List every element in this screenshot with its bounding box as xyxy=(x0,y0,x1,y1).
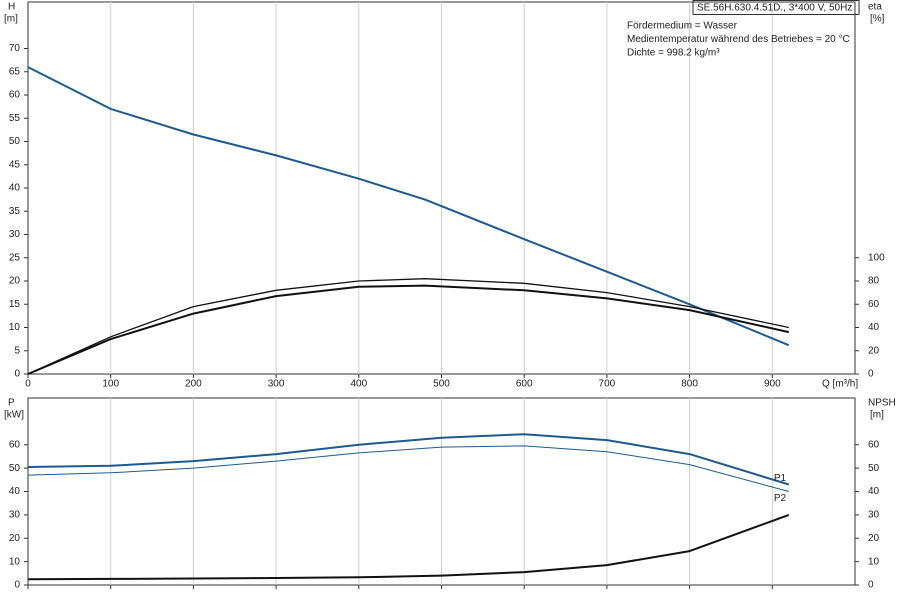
x-tick-label: 300 xyxy=(268,379,285,390)
y2-tick-label: 40 xyxy=(868,322,880,333)
y-tick-label: 40 xyxy=(9,183,21,194)
y2-tick-label: 0 xyxy=(868,369,874,380)
y2-axis-label: NPSH xyxy=(868,398,896,409)
info-note: Dichte = 998.2 kg/m³ xyxy=(627,48,720,59)
y2-tick-label: 10 xyxy=(868,556,880,567)
y-tick-label: 50 xyxy=(9,136,21,147)
y-tick-label: 60 xyxy=(9,439,21,450)
y-tick-label: 35 xyxy=(9,206,21,217)
y-axis-label: P xyxy=(8,398,15,409)
y-tick-label: 50 xyxy=(9,463,21,474)
x-tick-label: 800 xyxy=(681,379,698,390)
x-tick-label: 100 xyxy=(102,379,119,390)
y-tick-label: 10 xyxy=(9,322,21,333)
series-line xyxy=(27,445,789,492)
y-axis-unit: [m] xyxy=(4,14,18,25)
x-axis-label: Q [m³/h] xyxy=(822,379,858,390)
chart-title: SE.56H.630.4.51D., 3*400 V, 50Hz xyxy=(697,3,852,14)
y2-tick-label: 30 xyxy=(868,510,880,521)
x-tick-label: 700 xyxy=(599,379,616,390)
x-tick-label: 600 xyxy=(516,379,533,390)
y2-tick-label: 60 xyxy=(868,299,880,310)
y-tick-label: 70 xyxy=(9,43,21,54)
y2-axis-unit: [m] xyxy=(870,410,884,421)
y2-axis-unit: [%] xyxy=(870,14,885,25)
y-tick-label: 65 xyxy=(9,66,21,77)
y2-tick-label: 60 xyxy=(868,439,880,450)
y2-tick-label: 20 xyxy=(868,533,880,544)
y-tick-label: 45 xyxy=(9,159,21,170)
y-axis-label: H xyxy=(8,2,15,13)
x-tick-label: 0 xyxy=(25,379,31,390)
series-line xyxy=(27,284,790,375)
y-tick-label: 10 xyxy=(9,556,21,567)
series-line xyxy=(27,433,790,486)
x-tick-label: 900 xyxy=(764,379,781,390)
y-tick-label: 20 xyxy=(9,533,21,544)
y2-tick-label: 50 xyxy=(868,463,880,474)
y-tick-label: 55 xyxy=(9,113,21,124)
y-tick-label: 15 xyxy=(9,299,21,310)
series-line xyxy=(27,66,790,347)
y-tick-label: 0 xyxy=(14,369,20,380)
title-box xyxy=(692,0,860,15)
series-line xyxy=(27,513,790,581)
y2-tick-label: 0 xyxy=(868,580,874,591)
y2-tick-label: 80 xyxy=(868,276,880,287)
y-axis-unit: [kW] xyxy=(4,410,24,421)
y-tick-label: 20 xyxy=(9,276,21,287)
series-label: P1 xyxy=(774,473,787,484)
y2-axis-label: eta xyxy=(868,2,882,13)
y2-tick-label: 100 xyxy=(868,252,885,263)
y-tick-label: 30 xyxy=(9,229,21,240)
info-note: Medientemperatur während des Betriebes =… xyxy=(627,34,850,45)
y-tick-label: 5 xyxy=(14,345,20,356)
x-tick-label: 400 xyxy=(350,379,367,390)
x-tick-label: 200 xyxy=(185,379,202,390)
y-tick-label: 30 xyxy=(9,510,21,521)
x-tick-label: 500 xyxy=(433,379,450,390)
y-tick-label: 0 xyxy=(14,580,20,591)
y2-tick-label: 40 xyxy=(868,486,880,497)
series-label: P2 xyxy=(774,493,787,504)
series-line xyxy=(27,278,789,375)
info-note: Fördermedium = Wasser xyxy=(627,21,738,32)
y2-tick-label: 20 xyxy=(868,345,880,356)
y-tick-label: 25 xyxy=(9,252,21,263)
y-tick-label: 40 xyxy=(9,486,21,497)
y-tick-label: 60 xyxy=(9,90,21,101)
